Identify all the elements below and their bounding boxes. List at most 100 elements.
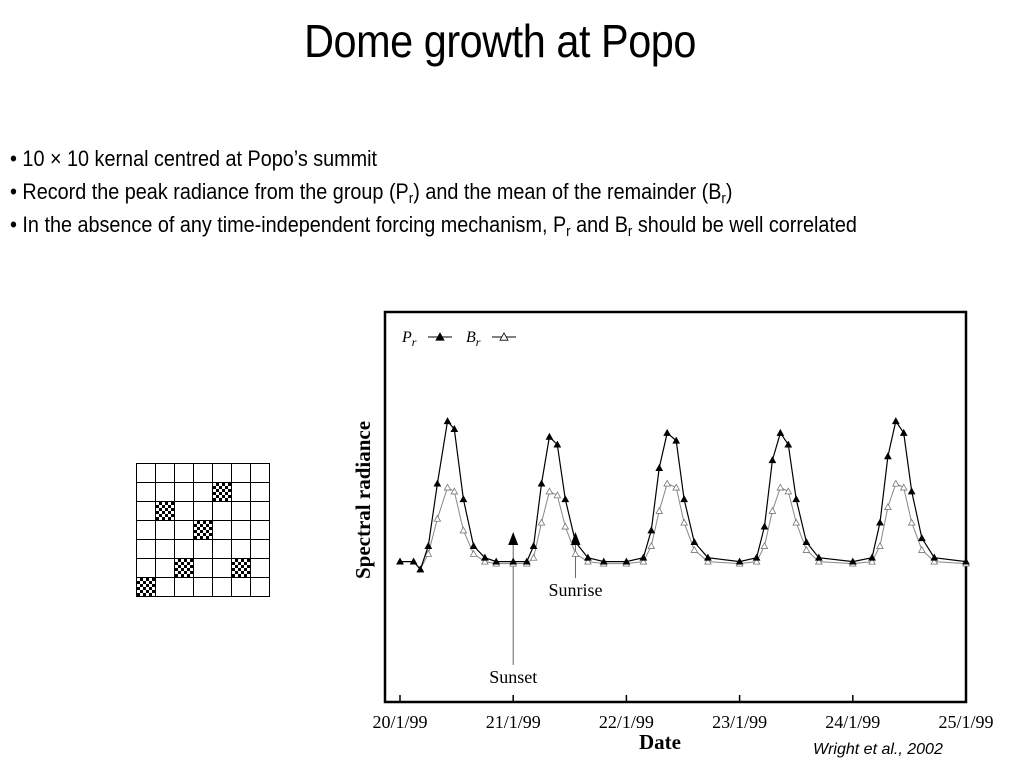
data-point-br: [784, 487, 793, 495]
data-point-pr: [433, 479, 442, 487]
data-point-pr: [571, 538, 580, 546]
kernel-cell: [156, 559, 175, 578]
kernel-cell: [175, 464, 194, 483]
data-point-pr: [802, 538, 811, 546]
data-point-br: [876, 541, 884, 549]
data-point-pr: [443, 417, 452, 425]
kernel-cell: [232, 483, 251, 502]
data-point-pr: [599, 557, 608, 565]
kernel-cell: [194, 540, 213, 559]
data-point-pr: [690, 538, 699, 546]
data-point-pr: [509, 557, 518, 565]
data-point-br: [891, 479, 900, 487]
data-point-pr: [776, 428, 785, 436]
data-point-br: [704, 557, 712, 565]
data-point-br: [930, 557, 939, 565]
kernel-cell: [175, 540, 194, 559]
kernel-cell-peak: [232, 559, 251, 578]
data-point-pr: [680, 495, 689, 503]
data-point-pr: [469, 541, 478, 549]
kernel-cell-peak: [156, 502, 175, 521]
legend-marker: [435, 332, 445, 341]
data-point-pr: [735, 557, 744, 565]
data-point-br: [647, 541, 656, 549]
data-point-pr: [459, 495, 468, 503]
bullet-text: ): [725, 179, 733, 204]
x-tick-label: 25/1/99: [938, 712, 993, 732]
data-point-pr: [848, 557, 857, 565]
data-point-pr: [672, 436, 681, 444]
bullet-correlation: • In the absence of any time-independent…: [10, 208, 919, 241]
data-point-pr: [396, 557, 404, 565]
kernel-cell: [213, 502, 232, 521]
kernel-cell: [232, 502, 251, 521]
data-point-br: [469, 549, 478, 557]
kernel-cell: [232, 521, 251, 540]
chart-legend: Pr Br: [401, 329, 516, 349]
data-point-pr: [622, 557, 631, 565]
data-point-br: [802, 545, 811, 553]
data-point-br: [571, 549, 580, 557]
data-point-br: [553, 491, 562, 499]
kernel-cell: [194, 559, 213, 578]
data-point-br: [868, 557, 876, 565]
subscript: r: [408, 190, 414, 207]
kernel-cell: [156, 521, 175, 540]
data-point-br: [481, 557, 489, 565]
kernel-cell: [251, 502, 270, 521]
data-point-pr: [663, 428, 672, 436]
kernel-cell: [213, 578, 232, 597]
data-point-br: [433, 514, 442, 522]
data-point-br: [424, 549, 433, 557]
kernel-cell-peak: [137, 578, 156, 597]
data-point-br: [443, 483, 452, 491]
data-point-pr: [784, 440, 793, 448]
data-point-pr: [639, 553, 648, 561]
data-point-br: [663, 479, 672, 487]
kernel-cell: [175, 502, 194, 521]
kernel-cell: [213, 540, 232, 559]
annotation-arrowhead: [508, 532, 519, 545]
data-point-br: [450, 487, 459, 495]
data-point-br: [768, 506, 777, 514]
bullet-text: • Record the peak radiance from the grou…: [10, 179, 409, 204]
data-point-pr: [424, 541, 433, 549]
data-point-pr: [584, 553, 592, 561]
x-axis-ticks: 20/1/99 21/1/99 22/1/99 23/1/99 24/1/99 25/1/…: [372, 695, 994, 732]
data-point-pr: [561, 495, 570, 503]
data-point-br: [814, 557, 823, 565]
bullet-kernel: • 10 × 10 kernal centred at Popo’s summi…: [10, 142, 919, 175]
kernel-cell: [251, 521, 270, 540]
kernel-cell-peak: [213, 483, 232, 502]
data-point-br: [459, 526, 468, 534]
kernel-cell-peak: [194, 521, 213, 540]
data-point-pr: [884, 452, 892, 460]
x-tick-label: 23/1/99: [712, 712, 767, 732]
data-point-br: [680, 518, 689, 526]
kernel-cell: [232, 578, 251, 597]
data-point-pr: [768, 456, 777, 464]
bullet-text: and B: [570, 212, 628, 237]
kernel-cell: [213, 464, 232, 483]
data-point-br: [655, 506, 664, 514]
data-point-pr: [792, 495, 801, 503]
data-point-pr: [868, 553, 876, 561]
kernel-cell: [251, 540, 270, 559]
kernel-cell: [232, 464, 251, 483]
data-point-pr: [930, 553, 939, 561]
data-point-pr: [917, 534, 926, 542]
kernel-grid-diagram: [136, 463, 270, 597]
kernel-cell: [194, 483, 213, 502]
data-point-br: [545, 487, 554, 495]
data-point-pr: [876, 518, 884, 526]
data-point-br: [917, 545, 926, 553]
kernel-cell: [156, 483, 175, 502]
radiance-chart: Sunrise Sunset Pr Br 20/1/99 21/1/99 22/1/99…: [351, 310, 994, 754]
plot-frame: [383, 310, 968, 704]
kernel-cell: [251, 559, 270, 578]
kernel-cell: [251, 578, 270, 597]
data-point-br: [672, 483, 681, 491]
data-point-pr: [529, 541, 538, 549]
data-point-pr: [481, 553, 489, 561]
subscript: r: [721, 190, 726, 207]
